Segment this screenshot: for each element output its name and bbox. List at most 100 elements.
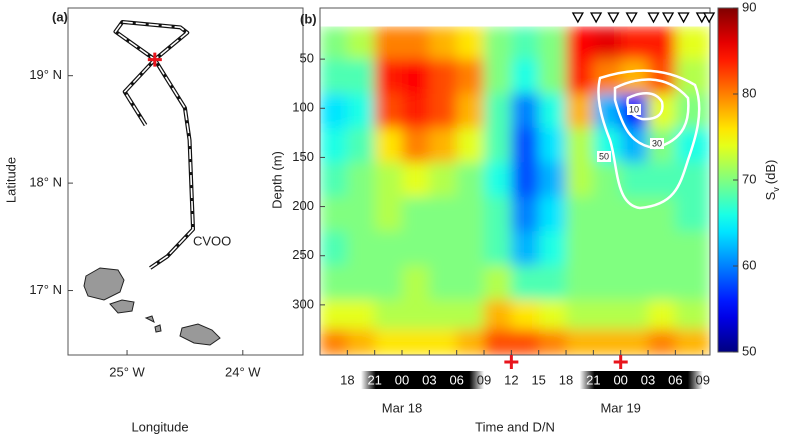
heatmap-cell: [675, 231, 710, 267]
y-tick-label: 300: [292, 296, 314, 311]
heatmap-cell: [566, 265, 594, 301]
heatmap-cell: [538, 299, 567, 330]
echogram-panel: 10 30 50 (b) Time and D/N Depth (m) Sv (d…: [269, 7, 781, 434]
x-axis-label: Time and D/N: [475, 419, 555, 434]
colorbar-tick-label: 90: [742, 0, 756, 14]
x-tick-label: 06: [668, 372, 682, 387]
heatmap-cell: [675, 93, 710, 129]
x-tick-label: 00: [613, 372, 627, 387]
heatmap-cell: [648, 299, 676, 330]
heatmap-cell: [429, 329, 458, 355]
heatmap-cell: [429, 299, 458, 330]
heatmap-cell: [456, 93, 485, 129]
island: [154, 324, 162, 333]
heatmap-cell: [593, 93, 622, 129]
heatmap-cell: [402, 162, 430, 198]
heatmap-cell: [511, 59, 540, 95]
colorbar-label-unit: (dB): [763, 160, 778, 185]
heatmap-cell: [648, 265, 676, 301]
heatmap-cell: [648, 59, 676, 95]
heatmap-cell: [429, 59, 458, 95]
contour-label: 50: [599, 151, 609, 161]
heatmap-cell: [648, 162, 676, 198]
contour-label-bg: [627, 104, 641, 115]
heatmap-cell: [320, 329, 348, 355]
heatmap-cell: [566, 231, 594, 267]
x-tick-label: 09: [477, 372, 491, 387]
heatmap-cell: [402, 329, 430, 355]
contour-label-bg: [650, 138, 664, 149]
heatmap-cell: [484, 231, 512, 267]
y-axis-label: Depth (m): [269, 151, 284, 209]
colorbar-label-sub: v: [771, 187, 781, 192]
contour-label: 30: [652, 138, 662, 148]
heatmap-cell: [347, 299, 376, 330]
x-tick-label: 15: [531, 372, 545, 387]
x-tick-label: 09: [695, 372, 709, 387]
heatmap-cell: [456, 127, 485, 163]
heatmap-cell: [566, 162, 594, 198]
plot-frame: [319, 7, 711, 356]
x-tick-label: 03: [641, 372, 655, 387]
heatmap-cell: [511, 329, 540, 355]
night-bar: [579, 371, 703, 389]
heatmap-cell: [593, 299, 622, 330]
heatmap-cell: [538, 93, 567, 129]
date-label: Mar 18: [382, 400, 422, 415]
heatmap-cell: [566, 299, 594, 330]
island: [83, 267, 125, 301]
heatmap-cell: [484, 26, 512, 60]
x-tick-label: 21: [367, 372, 381, 387]
heatmap-cell: [566, 329, 594, 355]
heatmap-cell: [620, 59, 649, 95]
heatmap-cell: [347, 127, 376, 163]
heatmap-cell: [456, 59, 485, 95]
heatmap-cell: [402, 265, 430, 301]
heatmap-cell: [374, 93, 403, 129]
colorbar-tick-label: 80: [742, 85, 756, 100]
heatmap-cell: [484, 127, 512, 163]
heatmap-cell: [456, 265, 485, 301]
event-triangle: [647, 12, 660, 24]
map-panel: CVOO (a) Longitude Latitude: [3, 7, 304, 434]
heatmap-cell: [538, 329, 567, 355]
heatmap-cell: [347, 59, 376, 95]
heatmap-cell: [566, 127, 594, 163]
heatmap-cell: [456, 329, 485, 355]
island: [179, 323, 221, 346]
heatmap-cell: [374, 329, 403, 355]
heatmap-cell: [511, 26, 540, 60]
heatmap-cell: [347, 26, 376, 60]
heatmap-cell: [593, 329, 622, 355]
heatmap-cell: [374, 265, 403, 301]
heatmap-cell: [566, 26, 594, 60]
heatmap-cell: [484, 162, 512, 198]
heatmap-cell: [456, 26, 485, 60]
heatmap-cell: [593, 26, 622, 60]
event-triangle: [589, 12, 603, 24]
heatmap-cell: [347, 162, 376, 198]
heatmap-cell: [511, 299, 540, 330]
heatmap-cell: [402, 196, 430, 232]
heatmap-cell: [511, 265, 540, 301]
y-tick-label: 150: [292, 149, 314, 164]
heatmap-cell: [675, 329, 710, 355]
heatmap-cell: [402, 299, 430, 330]
colorbar-tick-label: 70: [742, 171, 756, 186]
heatmap-cell: [402, 127, 430, 163]
heatmap-cell: [593, 196, 622, 232]
heatmap-cell: [484, 93, 512, 129]
contour-label-bg: [597, 151, 611, 162]
heatmap-cell: [429, 127, 458, 163]
station-label: CVOO: [193, 233, 231, 248]
heatmap-cell: [456, 196, 485, 232]
heatmap-cell: [484, 196, 512, 232]
heatmap-cell: [538, 162, 567, 198]
heatmap-cell: [402, 93, 430, 129]
y-tick-label: 50: [300, 51, 314, 66]
night-bar: [361, 371, 485, 389]
heatmap-cell: [538, 196, 567, 232]
contour-line: [613, 78, 690, 150]
date-label: Mar 19: [600, 400, 640, 415]
heatmap-cell: [538, 59, 567, 95]
